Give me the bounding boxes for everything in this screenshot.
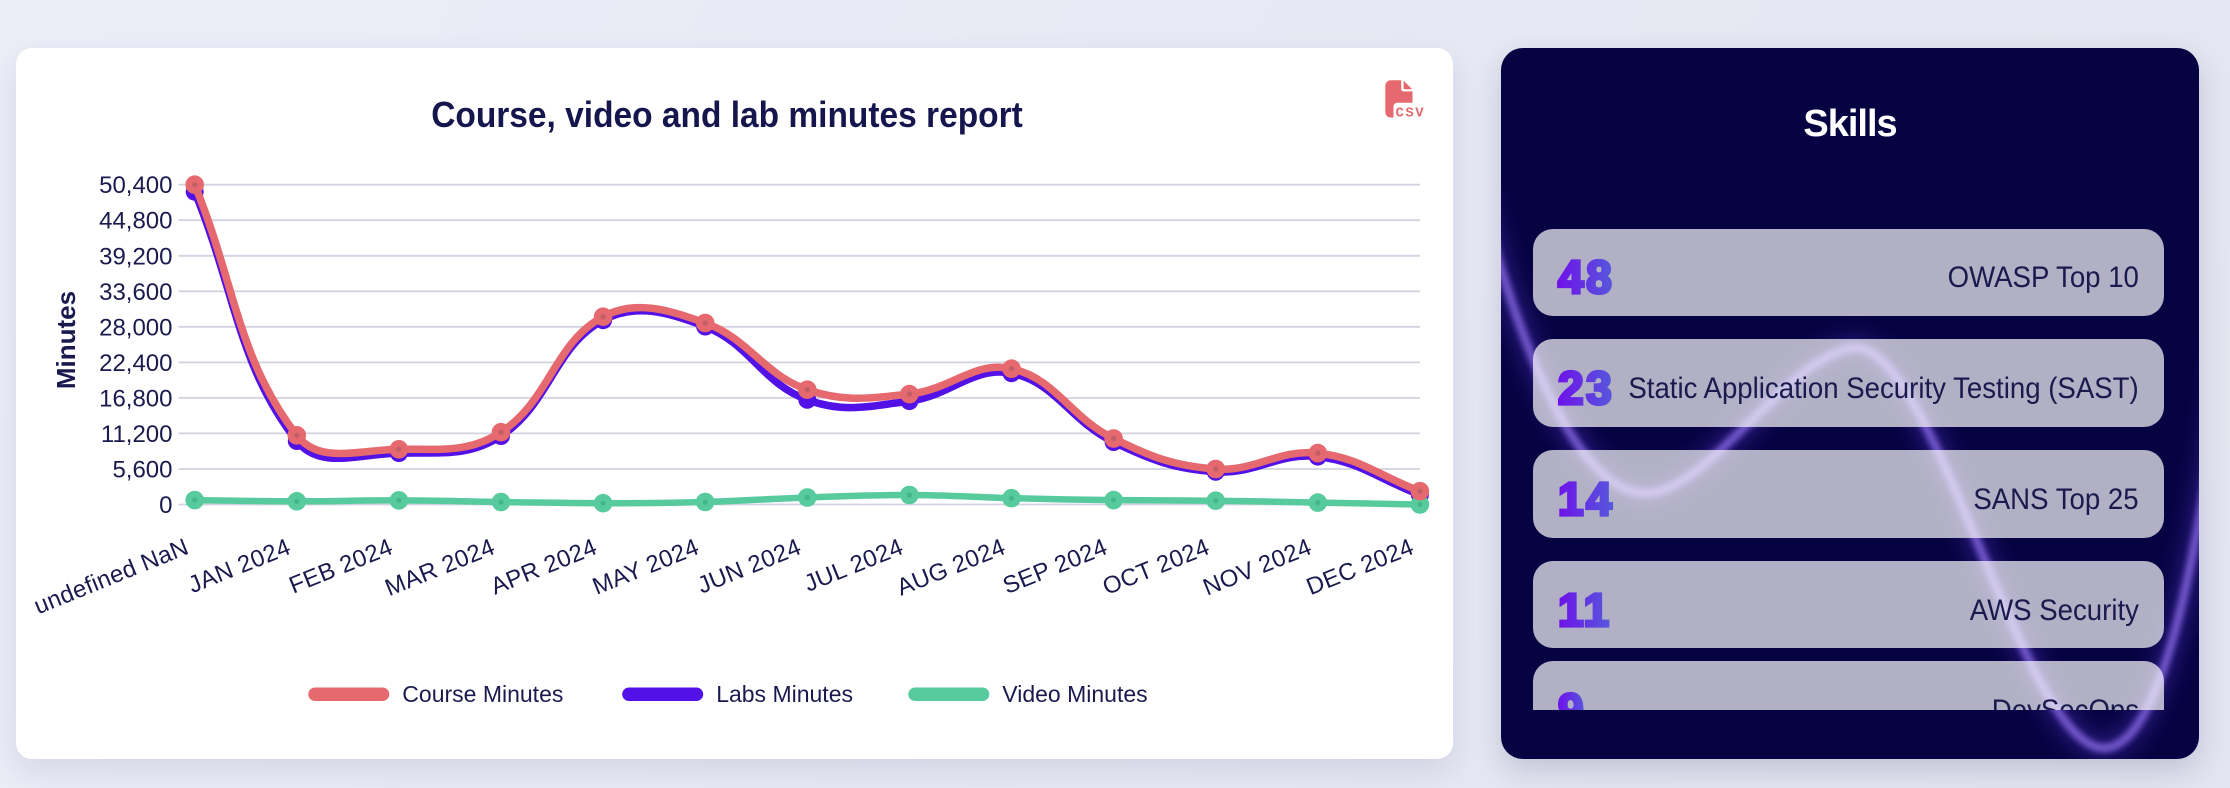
svg-text:NOV 2024: NOV 2024 — [1199, 534, 1315, 602]
svg-text:39,200: 39,200 — [99, 243, 172, 270]
svg-text:22,400: 22,400 — [99, 350, 172, 377]
svg-text:11: 11 — [1558, 584, 1612, 636]
svg-text:FEB 2024: FEB 2024 — [285, 534, 396, 600]
svg-text:9: 9 — [1558, 684, 1586, 710]
svg-text:5,600: 5,600 — [112, 457, 172, 484]
svg-text:MAR 2024: MAR 2024 — [381, 534, 498, 602]
svg-text:14: 14 — [1558, 473, 1614, 525]
svg-text:44,800: 44,800 — [99, 208, 172, 235]
svg-text:DEC 2024: DEC 2024 — [1303, 534, 1418, 601]
svg-text:Labs Minutes: Labs Minutes — [716, 681, 853, 707]
svg-text:28,000: 28,000 — [99, 314, 172, 341]
svg-text:48: 48 — [1558, 251, 1614, 303]
svg-text:CSV: CSV — [1396, 106, 1426, 121]
svg-text:Course Minutes: Course Minutes — [402, 681, 563, 707]
svg-text:JAN 2024: JAN 2024 — [184, 534, 294, 599]
svg-text:SEP 2024: SEP 2024 — [999, 534, 1111, 600]
svg-text:JUL 2024: JUL 2024 — [800, 534, 907, 598]
svg-text:undefined NaN: undefined NaN — [30, 534, 192, 620]
svg-text:16,800: 16,800 — [99, 385, 172, 412]
svg-text:APR 2024: APR 2024 — [487, 534, 601, 601]
svg-text:AUG 2024: AUG 2024 — [893, 534, 1009, 602]
svg-text:JUN 2024: JUN 2024 — [694, 534, 805, 600]
svg-text:11,200: 11,200 — [101, 421, 173, 448]
svg-text:0: 0 — [159, 492, 172, 519]
svg-text:OCT 2024: OCT 2024 — [1099, 534, 1214, 601]
svg-text:23: 23 — [1558, 362, 1614, 414]
svg-text:Minutes: Minutes — [51, 291, 81, 389]
svg-text:50,400: 50,400 — [99, 172, 172, 199]
svg-text:33,600: 33,600 — [99, 279, 172, 306]
svg-text:Video Minutes: Video Minutes — [1002, 681, 1147, 707]
svg-text:MAY 2024: MAY 2024 — [589, 534, 703, 601]
